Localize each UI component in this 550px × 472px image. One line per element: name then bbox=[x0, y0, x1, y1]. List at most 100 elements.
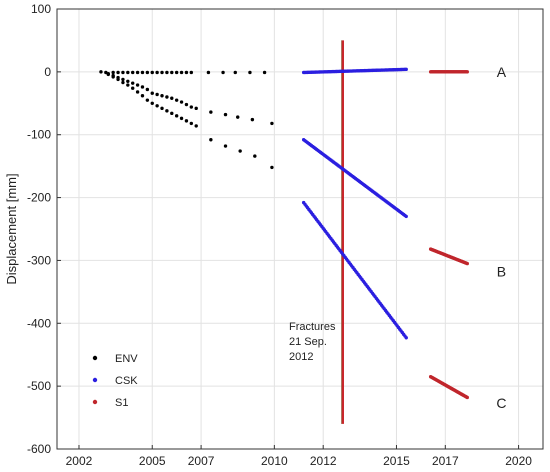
y-tick-label: -100 bbox=[27, 128, 51, 142]
data-point bbox=[189, 70, 194, 75]
data-point bbox=[99, 70, 103, 74]
data-point bbox=[150, 70, 154, 75]
data-point bbox=[189, 105, 194, 109]
curve-label-b: B bbox=[497, 264, 506, 280]
data-point bbox=[116, 77, 120, 82]
data-point bbox=[404, 336, 408, 340]
legend-marker bbox=[92, 399, 98, 405]
legend-label: ENV bbox=[115, 353, 138, 365]
data-point bbox=[145, 98, 150, 102]
plot-frame bbox=[56, 8, 544, 450]
data-point bbox=[465, 395, 469, 400]
x-tick-label: 2020 bbox=[505, 454, 532, 468]
legend-label: S1 bbox=[115, 397, 128, 409]
data-point bbox=[223, 112, 228, 117]
y-tick-label: -200 bbox=[27, 191, 51, 205]
series-csk bbox=[301, 67, 408, 340]
data-point bbox=[465, 261, 469, 266]
x-tick-label: 2017 bbox=[432, 454, 459, 468]
data-point bbox=[140, 85, 145, 89]
data-point bbox=[250, 117, 255, 122]
data-point bbox=[404, 214, 408, 219]
data-point bbox=[209, 110, 213, 114]
x-tick-label: 2015 bbox=[383, 454, 410, 468]
data-point bbox=[253, 154, 257, 158]
data-point bbox=[126, 83, 130, 87]
data-point bbox=[160, 94, 164, 98]
data-point bbox=[155, 70, 159, 75]
data-point bbox=[179, 100, 184, 104]
x-tick-label: 2012 bbox=[310, 454, 337, 468]
data-point bbox=[189, 121, 194, 126]
data-point bbox=[209, 138, 213, 142]
y-tick-label: -400 bbox=[27, 316, 51, 330]
data-point bbox=[155, 92, 159, 97]
legend-marker bbox=[92, 355, 98, 361]
x-tick-label: 2005 bbox=[139, 454, 166, 468]
data-point bbox=[126, 79, 130, 83]
data-point bbox=[140, 94, 145, 98]
data-point bbox=[165, 95, 169, 99]
data-point bbox=[179, 70, 184, 75]
data-point bbox=[116, 70, 120, 75]
series-env bbox=[99, 70, 274, 170]
y-tick-label: 0 bbox=[44, 65, 51, 79]
legend-marker bbox=[92, 377, 98, 383]
data-point bbox=[174, 70, 179, 75]
data-point bbox=[121, 70, 125, 75]
data-point bbox=[135, 90, 140, 94]
data-point bbox=[131, 70, 135, 75]
y-axis-title: Displacement [mm] bbox=[4, 173, 19, 284]
y-tick-label: -300 bbox=[27, 253, 51, 267]
data-point bbox=[165, 70, 169, 75]
data-point bbox=[170, 111, 174, 116]
data-point bbox=[160, 70, 164, 75]
data-point bbox=[174, 114, 179, 118]
data-point bbox=[131, 81, 135, 85]
data-point bbox=[194, 106, 198, 111]
y-tick-label: 100 bbox=[31, 2, 51, 16]
x-tick-label: 2010 bbox=[261, 454, 288, 468]
legend-label: CSK bbox=[115, 375, 138, 387]
data-point bbox=[165, 109, 169, 113]
data-point bbox=[270, 165, 274, 170]
data-point bbox=[111, 70, 115, 75]
curve-label-c: C bbox=[496, 395, 506, 411]
axis-ticks: 2002 2005 2007 2010 2012 2015 2017 2020 100 0 -100… bbox=[27, 2, 532, 468]
data-point bbox=[135, 70, 140, 75]
data-point bbox=[236, 115, 240, 119]
data-point bbox=[184, 119, 189, 123]
data-point bbox=[155, 104, 159, 108]
data-point bbox=[238, 149, 242, 153]
data-point bbox=[150, 101, 154, 105]
fracture-event: Fractures 21 Sep. 2012 bbox=[289, 40, 344, 424]
data-point bbox=[223, 144, 228, 148]
event-label: 21 Sep. bbox=[289, 336, 327, 348]
curve-label-a: A bbox=[497, 64, 507, 80]
data-point bbox=[106, 72, 110, 77]
data-point bbox=[111, 75, 115, 79]
data-point bbox=[206, 70, 211, 75]
data-point bbox=[140, 70, 145, 75]
x-tick-label: 2002 bbox=[66, 454, 93, 468]
data-point bbox=[145, 87, 150, 92]
data-point bbox=[131, 86, 135, 90]
data-point bbox=[174, 98, 179, 102]
data-point bbox=[160, 106, 164, 111]
data-points bbox=[99, 67, 469, 400]
data-point bbox=[170, 70, 174, 75]
data-point bbox=[170, 96, 174, 100]
data-point bbox=[465, 70, 469, 74]
curve-labels: A B C bbox=[496, 64, 506, 411]
data-point bbox=[135, 83, 140, 87]
data-point bbox=[184, 70, 189, 75]
data-point bbox=[145, 70, 150, 75]
x-tick-label: 2007 bbox=[188, 454, 215, 468]
data-point bbox=[262, 70, 267, 75]
data-point bbox=[184, 102, 189, 107]
data-point bbox=[150, 91, 154, 95]
data-point bbox=[179, 116, 184, 121]
data-point bbox=[248, 70, 252, 75]
y-tick-label: -600 bbox=[27, 442, 51, 456]
